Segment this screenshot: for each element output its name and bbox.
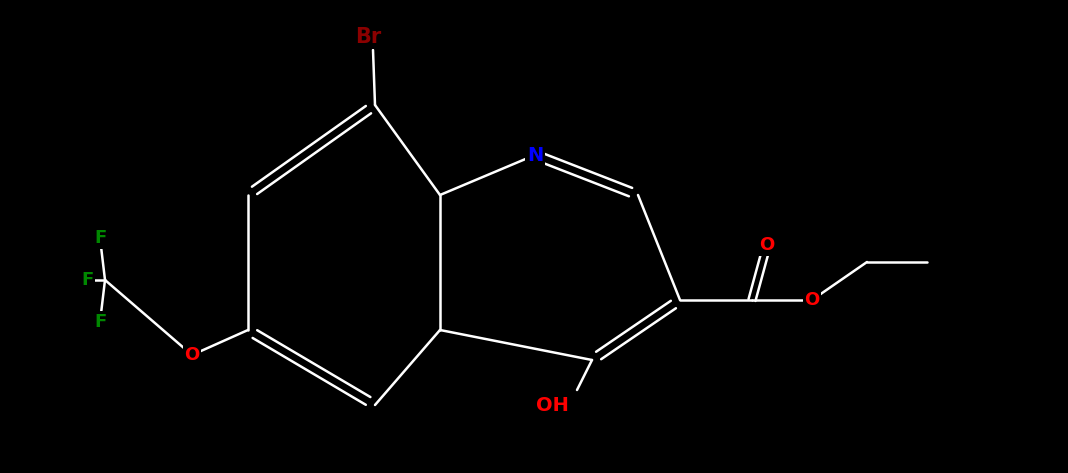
Text: F: F (81, 271, 93, 289)
Text: O: O (759, 236, 774, 254)
Text: O: O (185, 346, 200, 364)
Text: Br: Br (355, 27, 381, 47)
Text: O: O (804, 291, 819, 309)
Text: OH: OH (535, 395, 568, 414)
Text: F: F (94, 313, 106, 331)
Text: N: N (527, 146, 544, 165)
Text: F: F (94, 229, 106, 247)
